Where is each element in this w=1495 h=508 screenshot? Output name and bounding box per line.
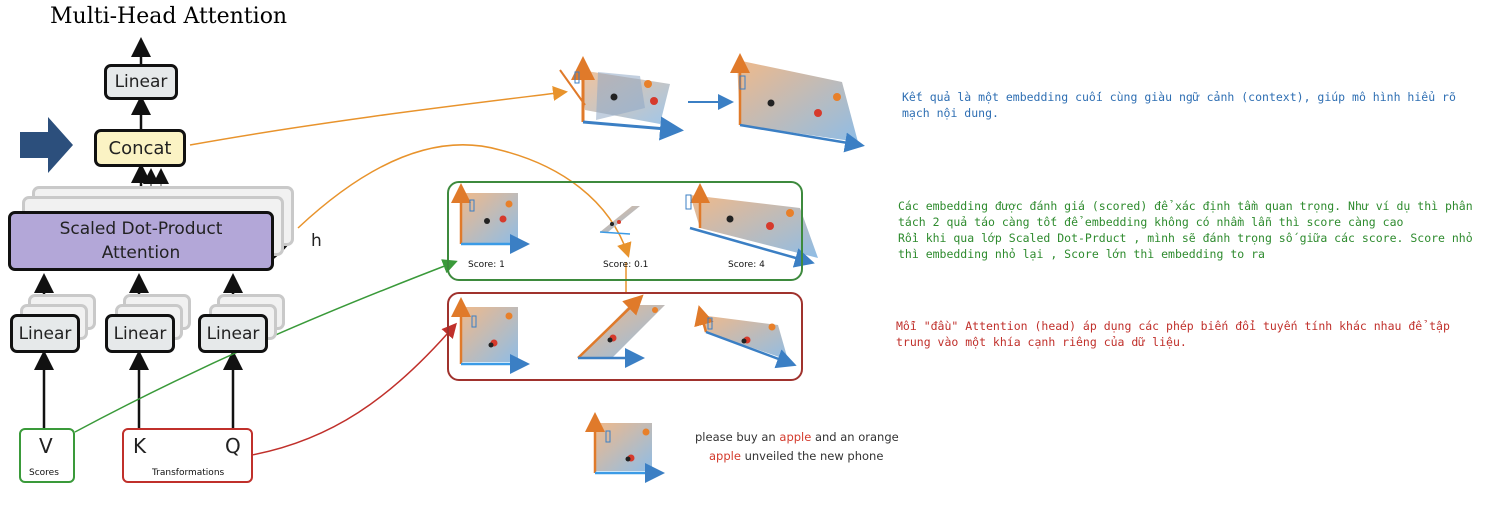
- scores-label: Scores: [29, 468, 59, 478]
- score-embedding-1: [451, 183, 530, 254]
- transform-embedding-2: [577, 294, 665, 368]
- combined-embedding: [559, 56, 684, 141]
- sentence-text: unveiled the new phone: [740, 449, 884, 463]
- v-input-box: V Scores: [19, 428, 75, 483]
- note-scores-line2: Rồi khi qua lớp Scaled Dot-Prduct , mình…: [898, 231, 1473, 261]
- linear-output-block: Linear: [104, 64, 178, 100]
- h-label: h: [311, 231, 322, 251]
- final-embedding: [730, 53, 865, 153]
- score-embedding-3: [685, 183, 818, 268]
- score-label-3: Score: 4: [728, 260, 765, 270]
- score-label-1: Score: 1: [468, 260, 505, 270]
- q-label: Q: [225, 434, 241, 458]
- highlight-apple: apple: [779, 430, 812, 444]
- note-heads: Mỗi "đầu" Attention (head) áp dụng các p…: [896, 319, 1450, 349]
- sdpa-label-line1: Scaled Dot-Product: [59, 219, 223, 239]
- sdpa-to-scores-arrow: [297, 144, 632, 258]
- sdpa-block: Scaled Dot-Product Attention: [8, 211, 274, 271]
- transform-embedding-3: [694, 305, 797, 369]
- sentence-text: please buy an: [695, 430, 780, 444]
- concat-to-output-arrow: [189, 86, 568, 146]
- big-arrow-icon: [20, 117, 73, 173]
- note-scores-line1: Các embedding được đánh giá (scored) để …: [898, 199, 1473, 229]
- note-scores: Các embedding được đánh giá (scored) để …: [898, 198, 1488, 262]
- transform-embedding-1: [451, 297, 530, 374]
- k-label: K: [133, 434, 147, 458]
- sdpa-label-line2: Attention: [101, 243, 181, 263]
- kq-input-box: K Q Transformations: [122, 428, 253, 483]
- example-sentence-1: please buy an apple and an orange: [695, 430, 899, 444]
- note-output: Kết quả là một embedding cuối cùng giàu …: [902, 90, 1456, 120]
- highlight-apple: apple: [709, 449, 741, 463]
- linear-v-block: Linear: [10, 314, 80, 353]
- example-sentence-2: apple unveiled the new phone: [709, 449, 883, 463]
- transformations-arrow: [251, 322, 457, 456]
- sentence-text: and an orange: [811, 430, 899, 444]
- score-label-2: Score: 0.1: [603, 260, 649, 270]
- v-label: V: [39, 434, 53, 458]
- linear-q-block: Linear: [198, 314, 268, 353]
- score-embedding-2: [599, 206, 640, 235]
- concat-block: Concat: [94, 129, 186, 167]
- transformations-label: Transformations: [152, 468, 225, 478]
- example-embedding: [585, 412, 665, 483]
- scores-frame: [447, 181, 803, 281]
- transformations-frame: [447, 292, 803, 381]
- linear-k-block: Linear: [105, 314, 175, 353]
- diagram-title: Multi-Head Attention: [50, 4, 288, 29]
